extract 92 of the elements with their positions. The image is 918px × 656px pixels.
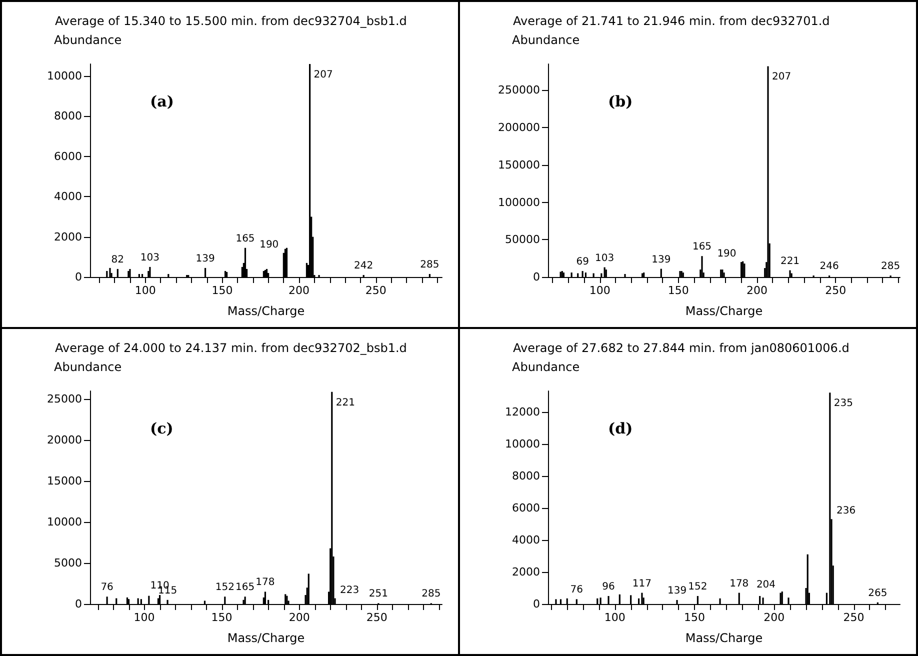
- annotation: (c): [150, 420, 174, 438]
- y-axis-title: Abundance: [54, 33, 122, 47]
- annotation: 285: [422, 588, 441, 600]
- x-tick-label: 100: [589, 284, 610, 297]
- annotation: 204: [756, 579, 776, 590]
- annotation: (a): [150, 92, 174, 110]
- annotation: (b): [608, 92, 633, 110]
- annotation: 139: [667, 585, 687, 596]
- y-tick-label: 10000: [47, 70, 82, 83]
- annotation: 190: [717, 248, 736, 260]
- annotation: 165: [692, 242, 712, 253]
- y-tick-label: 4000: [54, 190, 82, 204]
- annotation: 76: [100, 582, 114, 594]
- annotation: 223: [340, 584, 360, 596]
- annotation: 76: [570, 584, 584, 596]
- y-tick-label: 0: [533, 270, 540, 284]
- y-tick-label: 0: [75, 598, 82, 610]
- annotation: 152: [215, 582, 234, 594]
- annotation: 139: [196, 253, 215, 264]
- annotation: 235: [834, 398, 854, 410]
- x-axis-title: Mass/Charge: [227, 304, 305, 318]
- x-tick-label: 200: [288, 284, 310, 297]
- x-tick-label: 250: [366, 611, 388, 624]
- annotation: 236: [836, 506, 856, 517]
- annotation: (d): [608, 420, 633, 438]
- x-tick-label: 250: [843, 611, 864, 624]
- annotation: 103: [140, 252, 160, 264]
- x-tick-label: 150: [212, 284, 233, 297]
- y-tick-label: 8000: [512, 469, 540, 482]
- y-tick-label: 5000: [54, 556, 82, 570]
- y-tick-label: 150000: [498, 158, 540, 172]
- y-tick-label: 200000: [498, 121, 540, 134]
- y-tick-label: 20000: [47, 434, 82, 447]
- chart-title: Average of 21.741 to 21.946 min. from dec932701.d: [513, 14, 830, 28]
- x-tick-label: 100: [134, 611, 155, 624]
- x-tick-label: 150: [668, 284, 689, 297]
- chart-title: Average of 27.682 to 27.844 min. from jan080601006.d: [513, 341, 850, 355]
- annotation: 82: [111, 254, 124, 266]
- x-tick-label: 100: [134, 284, 156, 297]
- x-axis-title: Mass/Charge: [685, 631, 763, 645]
- y-tick-label: 12000: [505, 405, 540, 418]
- y-tick-label: 2000: [54, 230, 82, 244]
- x-tick-label: 200: [288, 611, 310, 624]
- x-axis-title: Mass/Charge: [227, 631, 305, 645]
- y-tick-label: 25000: [47, 392, 82, 406]
- annotation: 221: [336, 397, 355, 408]
- annotation: 242: [354, 260, 374, 272]
- y-tick-label: 8000: [54, 110, 82, 123]
- x-tick-label: 200: [746, 284, 768, 297]
- y-axis-title: Abundance: [512, 33, 580, 47]
- annotation: 221: [780, 256, 800, 267]
- annotation: 69: [576, 256, 589, 268]
- y-tick-label: 6000: [512, 501, 540, 514]
- y-tick-label: 15000: [47, 474, 82, 488]
- annotation: 178: [730, 578, 749, 590]
- annotation: 103: [595, 252, 614, 264]
- annotation: 165: [236, 582, 255, 594]
- annotation: 190: [260, 239, 279, 250]
- x-axis-title: Mass/Charge: [685, 304, 763, 318]
- x-tick-label: 150: [211, 611, 232, 624]
- chart-title: Average of 15.340 to 15.500 min. from dec932704_bsb1.d: [55, 14, 407, 28]
- annotation: 251: [368, 588, 388, 600]
- chart-title: Average of 24.000 to 24.137 min. from dec932702_bsb1.d: [55, 341, 407, 355]
- y-tick-label: 2000: [512, 565, 540, 578]
- y-tick-label: 0: [533, 598, 540, 610]
- y-tick-label: 4000: [512, 533, 540, 546]
- annotation: 178: [256, 577, 275, 588]
- x-tick-label: 100: [604, 611, 626, 624]
- y-tick-label: 50000: [505, 233, 540, 246]
- x-tick-label: 250: [825, 284, 846, 297]
- y-axis-title: Abundance: [54, 360, 122, 374]
- annotation: 139: [652, 254, 671, 266]
- annotation: 285: [420, 259, 440, 270]
- annotation: 152: [688, 581, 708, 592]
- annotation: 285: [881, 261, 900, 272]
- x-tick-label: 200: [764, 611, 785, 624]
- y-tick-label: 10000: [47, 516, 82, 529]
- y-axis-title: Abundance: [512, 360, 580, 374]
- annotation: 165: [236, 233, 255, 244]
- y-tick-label: 100000: [498, 196, 540, 209]
- annotation: 117: [632, 578, 652, 590]
- x-tick-label: 250: [365, 284, 386, 297]
- annotation: 265: [868, 588, 888, 599]
- y-tick-label: 10000: [505, 437, 540, 450]
- annotation: 207: [772, 72, 792, 83]
- annotation: 207: [314, 70, 333, 80]
- x-tick-label: 150: [684, 611, 706, 624]
- y-tick-label: 6000: [54, 150, 82, 163]
- y-tick-label: 250000: [498, 84, 540, 97]
- annotation: 96: [602, 581, 615, 592]
- y-tick-label: 0: [75, 270, 82, 284]
- annotation: 246: [820, 261, 839, 272]
